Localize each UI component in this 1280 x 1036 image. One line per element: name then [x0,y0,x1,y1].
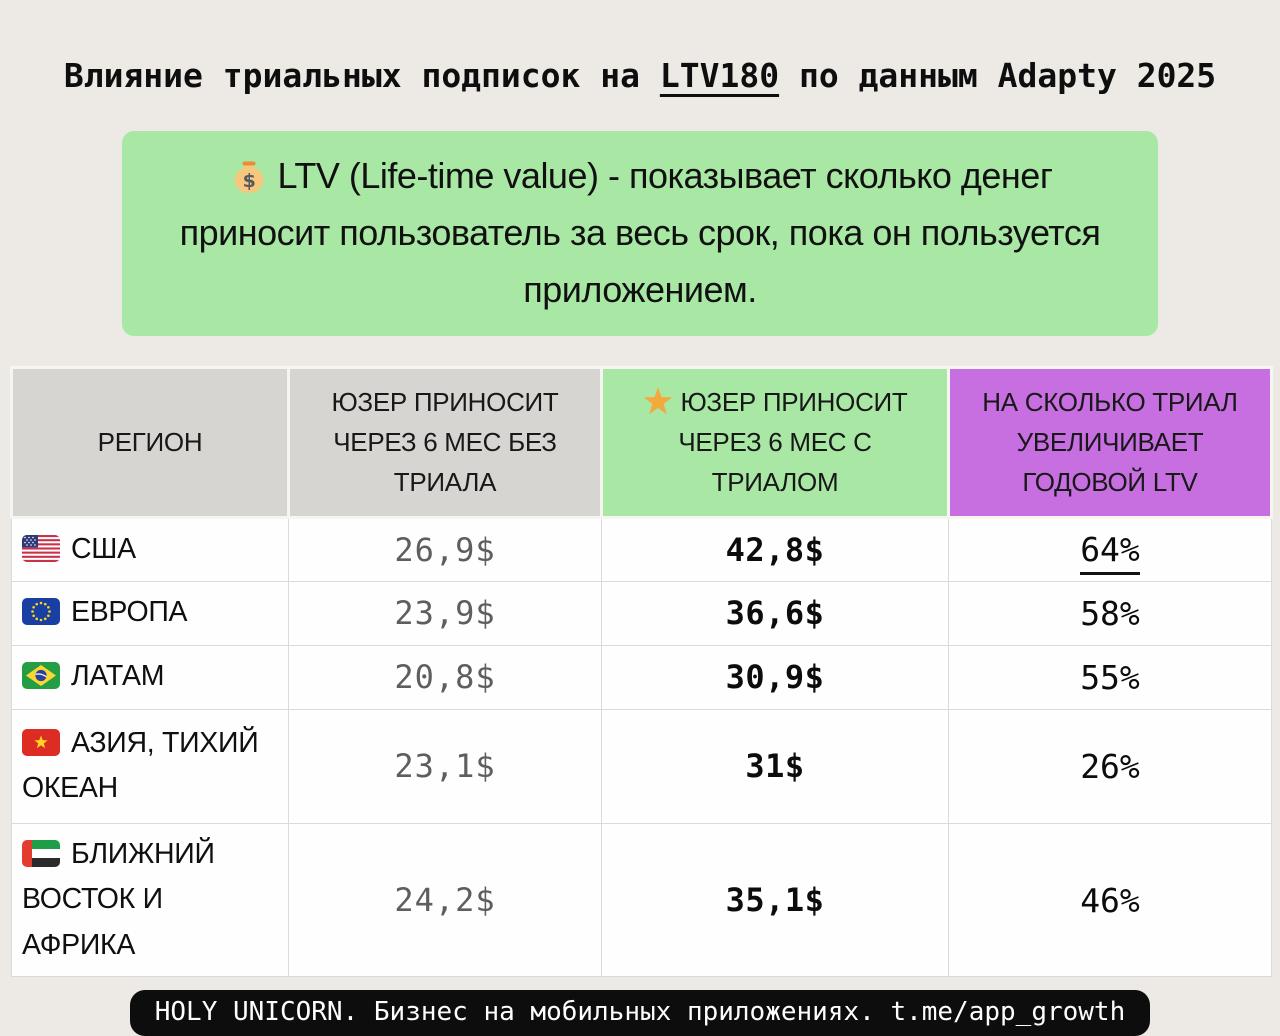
us-flag-icon [22,534,60,562]
eu-flag-icon [22,598,60,626]
svg-text:$: $ [242,170,255,192]
region-label: ЕВРОПА [71,596,188,629]
br-flag-icon [22,662,60,690]
table-row-asia-pacific: АЗИЯ, ТИХИЙ ОКЕАН 23,1$ 31$ 26% [11,708,1272,824]
region-cell: США [11,516,289,582]
ltv-without-trial: 26,9$ [288,516,602,582]
table-row-mena: БЛИЖНИЙ ВОСТОК И АФРИКА 24,2$ 35,1$ 46% [11,822,1272,978]
ltv-without-trial: 23,9$ [288,580,602,646]
ae-flag-icon [22,839,60,867]
page-title: Влияние триальных подписок на LTV180 по … [0,0,1280,95]
uplift-percent: 64% [948,516,1272,582]
region-cell: ЕВРОПА [11,580,289,646]
col-header-with-trial-label: ЮЗЕР ПРИНОСИТ ЧЕРЕЗ 6 МЕС С ТРИАЛОМ [678,386,908,498]
ltv-without-trial: 23,1$ [288,708,602,824]
col-header-with-trial: ЮЗЕР ПРИНОСИТ ЧЕРЕЗ 6 МЕС С ТРИАЛОМ [600,365,950,519]
col-header-without-trial: ЮЗЕР ПРИНОСИТ ЧЕРЕЗ 6 МЕС БЕЗ ТРИАЛА [287,365,603,519]
table-row-europe: ЕВРОПА 23,9$ 36,6$ 58% [11,580,1272,646]
region-cell: ЛАТАМ [11,644,289,710]
region-label: США [71,532,136,565]
uplift-percent: 55% [948,644,1272,710]
col-header-uplift: НА СКОЛЬКО ТРИАЛ УВЕЛИЧИВАЕТ ГОДОВОЙ LTV [947,365,1273,519]
ltv-with-trial: 31$ [601,708,949,824]
ltv-definition-callout: $ LTV (Life-time value) - показывает ско… [122,131,1158,336]
header-row: РЕГИОН ЮЗЕР ПРИНОСИТ ЧЕРЕЗ 6 МЕС БЕЗ ТРИ… [10,365,1273,519]
title-prefix: Влияние триальных подписок на [63,56,660,95]
region-label: АЗИЯ, ТИХИЙ ОКЕАН [22,726,259,805]
ltv-with-trial: 30,9$ [601,644,949,710]
footer-channel-link-text: HOLY UNICORN. Бизнес на мобильных прилож… [154,997,1126,1028]
title-suffix: по данным Adapty 2025 [779,56,1217,95]
region-cell: БЛИЖНИЙ ВОСТОК И АФРИКА [11,822,289,978]
callout-text: LTV (Life-time value) - показывает сколь… [179,155,1101,310]
ltv-without-trial: 20,8$ [288,644,602,710]
col-header-region: РЕГИОН [10,365,290,519]
region-label: БЛИЖНИЙ ВОСТОК И АФРИКА [22,837,215,961]
star-icon [642,386,674,418]
title-underlined-term: LTV180 [659,56,780,95]
ltv-with-trial: 35,1$ [601,822,949,978]
uplift-percent: 26% [948,708,1272,824]
vn-flag-icon [22,728,60,756]
ltv-with-trial: 36,6$ [601,580,949,646]
region-cell: АЗИЯ, ТИХИЙ ОКЕАН [11,708,289,824]
table-row-usa: США 26,9$ 42,8$ 64% [11,516,1272,582]
footer-badge[interactable]: HOLY UNICORN. Бизнес на мобильных прилож… [129,990,1151,1036]
region-label: ЛАТАМ [71,660,165,693]
uplift-percent-underlined: 64% [1080,530,1140,576]
ltv-without-trial: 24,2$ [288,822,602,978]
uplift-percent: 58% [948,580,1272,646]
ltv-table: РЕГИОН ЮЗЕР ПРИНОСИТ ЧЕРЕЗ 6 МЕС БЕЗ ТРИ… [10,365,1273,978]
uplift-percent: 46% [948,822,1272,978]
table-row-latam: ЛАТАМ 20,8$ 30,9$ 55% [11,644,1272,710]
money-bag-icon: $ [228,154,270,196]
ltv-with-trial: 42,8$ [601,516,949,582]
